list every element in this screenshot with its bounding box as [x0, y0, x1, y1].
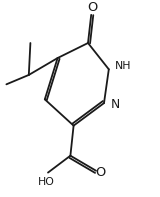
Text: HO: HO [38, 177, 55, 187]
Text: NH: NH [115, 61, 132, 72]
Text: O: O [95, 166, 105, 179]
Text: N: N [110, 98, 120, 111]
Text: O: O [88, 1, 98, 14]
